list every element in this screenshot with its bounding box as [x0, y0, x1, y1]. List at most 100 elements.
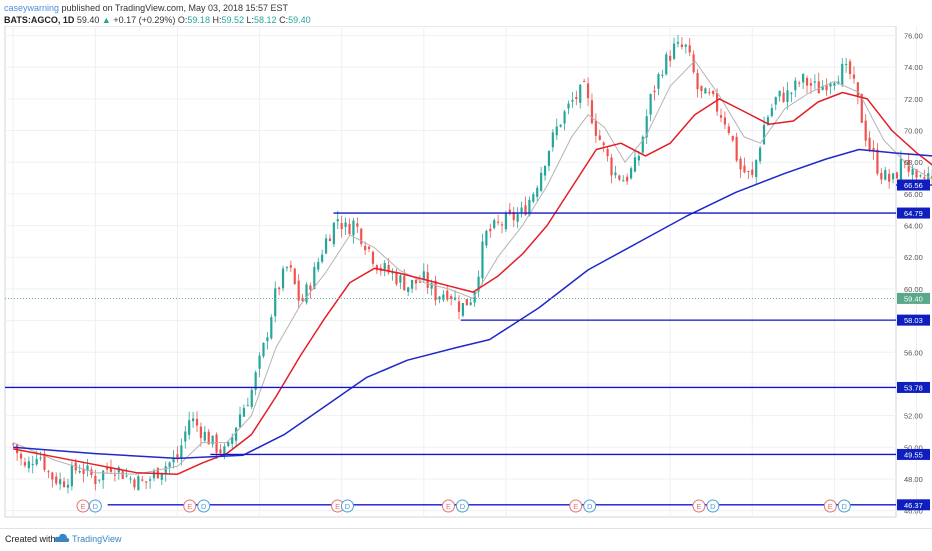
price-chart[interactable]: EDEDEDEDEDEDEDE 76.00 74.00 72.00 70.00 68.0…	[0, 25, 932, 528]
candle-body	[367, 246, 371, 250]
candle-body	[669, 55, 672, 61]
candle-body	[238, 414, 242, 428]
dividend-marker[interactable]	[340, 499, 354, 513]
candle-body	[387, 265, 390, 273]
candle-body	[414, 279, 418, 284]
candle-body	[848, 61, 852, 75]
candle-body	[168, 462, 171, 467]
candle-body	[180, 445, 183, 458]
dividend-marker-label: D	[587, 502, 593, 511]
candle-body	[364, 245, 367, 251]
candle-body	[477, 276, 480, 292]
dividend-marker[interactable]	[197, 499, 211, 513]
candle-body	[293, 268, 296, 284]
last-price-label: 59.40	[904, 294, 923, 303]
y-tick-label: 68.00	[904, 158, 923, 167]
candle-body	[59, 479, 62, 485]
candle-body	[524, 205, 527, 215]
candle-body	[246, 405, 249, 407]
candle-body	[798, 82, 801, 84]
dividend-marker-label: D	[93, 502, 99, 511]
candle-body	[250, 389, 253, 407]
dividend-marker[interactable]	[455, 499, 469, 513]
candle-body	[219, 449, 222, 454]
tradingview-brand[interactable]: TradingView	[72, 534, 122, 544]
candle-body	[759, 147, 762, 162]
candle-body	[610, 157, 613, 176]
candle-body	[113, 474, 116, 476]
candle-body	[626, 176, 629, 182]
candle-body	[504, 213, 508, 230]
candle-body	[622, 180, 625, 182]
dividend-marker[interactable]	[837, 499, 851, 513]
candle-body	[422, 271, 425, 280]
candle-body	[39, 457, 42, 459]
candle-body	[700, 85, 703, 92]
candle-body	[614, 172, 617, 176]
price-axis[interactable]: 76.00 74.00 72.00 70.00 68.00 66.00 64.00 62.00…	[897, 32, 930, 516]
candle-body	[399, 275, 402, 283]
earnings-marker[interactable]	[183, 499, 197, 513]
candle-body	[446, 290, 449, 300]
candle-body	[235, 427, 238, 441]
candle-body	[657, 74, 660, 89]
earnings-marker-label: E	[335, 502, 340, 511]
dividend-marker[interactable]	[583, 499, 597, 513]
moving-averages	[5, 60, 932, 475]
candle-body	[528, 199, 531, 216]
candle-body	[489, 228, 492, 232]
candle-body	[47, 471, 50, 473]
time-axis[interactable]: Jul Sep Nov 2017 Mar May Jul Sep Nov 2018 Mar May	[8, 519, 923, 528]
candle-body	[438, 296, 441, 300]
level-label: 66.56	[904, 181, 923, 190]
candle-body	[129, 478, 132, 480]
publisher-username[interactable]: caseywarning	[4, 3, 60, 13]
candle-body	[231, 437, 234, 444]
low-value: 58.12	[254, 15, 277, 25]
open-label: O:	[177, 15, 188, 25]
chart-canvas[interactable]: EDEDEDEDEDEDEDE 76.00 74.00 72.00 70.00 68.0…	[0, 25, 932, 528]
change-value: +0.17 (+0.29%)	[113, 15, 176, 25]
level-badge	[897, 448, 930, 460]
level-label: 58.03	[904, 316, 923, 325]
candle-body	[590, 100, 594, 124]
candle-body	[262, 342, 265, 357]
candle-body	[661, 74, 664, 76]
earnings-marker[interactable]	[569, 499, 583, 513]
earnings-marker[interactable]	[823, 499, 837, 513]
y-tick-label: 70.00	[904, 127, 923, 136]
x-tick-label: May	[909, 519, 923, 520]
candle-body	[770, 108, 773, 116]
candle-body	[450, 296, 453, 299]
level-label: 46.37	[904, 501, 923, 510]
dividend-marker[interactable]	[88, 499, 102, 513]
candle-body	[469, 302, 472, 305]
earnings-marker[interactable]	[692, 499, 706, 513]
earnings-marker[interactable]	[441, 499, 455, 513]
candle-body	[618, 175, 621, 180]
candle-body	[575, 96, 578, 100]
low-label: L:	[246, 15, 255, 25]
horizontal-levels[interactable]	[5, 184, 932, 506]
sma-fast-line	[13, 60, 932, 475]
candle-body	[802, 74, 805, 83]
candle-body	[215, 434, 218, 453]
candle-body	[692, 54, 695, 73]
candle-body	[547, 150, 551, 166]
y-tick-label: 56.00	[904, 348, 923, 357]
candle-body	[285, 267, 289, 269]
candle-body	[395, 272, 398, 285]
candle-body	[352, 220, 355, 236]
event-markers[interactable]: EDEDEDEDEDEDEDE	[76, 499, 932, 513]
candle-body	[653, 90, 656, 93]
candle-body	[919, 175, 922, 177]
candle-body	[805, 77, 809, 86]
dividend-marker-label: D	[201, 502, 207, 511]
candle-body	[105, 467, 109, 470]
candle-body	[712, 90, 715, 95]
candle-body	[301, 297, 304, 302]
candle-body	[78, 471, 81, 473]
candle-body	[43, 453, 46, 470]
dividend-marker[interactable]	[706, 499, 720, 513]
candle-body	[833, 83, 836, 86]
